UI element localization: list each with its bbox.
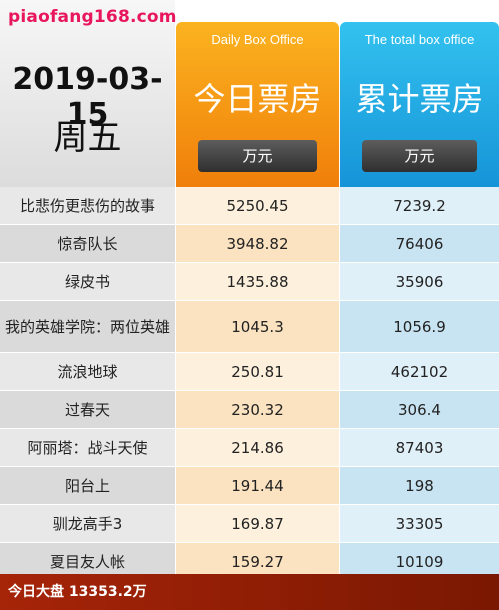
- table-row: 我的英雄学院：两位英雄 1045.3 1056.9: [0, 301, 499, 352]
- movie-name: 过春天: [0, 391, 175, 428]
- weekday: 周五: [53, 118, 122, 158]
- total-unit-button: 万元: [362, 140, 477, 172]
- movie-name: 流浪地球: [0, 353, 175, 390]
- total-box-office: 1056.9: [340, 301, 499, 352]
- total-box-office: 198: [340, 467, 499, 504]
- table-row: 过春天 230.32 306.4: [0, 391, 499, 428]
- daily-box-office: 191.44: [176, 467, 339, 504]
- daily-box-office: 159.27: [176, 543, 339, 580]
- row-divider: [0, 262, 499, 263]
- daily-box-office: 1045.3: [176, 301, 339, 352]
- daily-box-office-header: Daily Box Office 今日票房 万元: [176, 22, 339, 187]
- date: 2019-03-15: [12, 62, 163, 132]
- row-divider: [0, 466, 499, 467]
- daily-box-office: 5250.45: [176, 187, 339, 224]
- total-box-office: 10109: [340, 543, 499, 580]
- total-box-office: 35906: [340, 263, 499, 300]
- daily-header-cn: 今日票房: [193, 80, 322, 118]
- table-row: 阳台上 191.44 198: [0, 467, 499, 504]
- total-box-office: 33305: [340, 505, 499, 542]
- daily-unit-button: 万元: [198, 140, 317, 172]
- movie-name: 夏目友人帐: [0, 543, 175, 580]
- total-box-office: 462102: [340, 353, 499, 390]
- total-box-office: 76406: [340, 225, 499, 262]
- total-box-office: 87403: [340, 429, 499, 466]
- movie-name: 阳台上: [0, 467, 175, 504]
- daily-box-office: 214.86: [176, 429, 339, 466]
- total-box-office-header: The total box office 累计票房 万元: [340, 22, 499, 187]
- footer-bar: 今日大盘 13353.2万: [0, 574, 499, 610]
- row-divider: [0, 352, 499, 353]
- daily-box-office: 169.87: [176, 505, 339, 542]
- table-row: 惊奇队长 3948.82 76406: [0, 225, 499, 262]
- total-header-cn: 累计票房: [355, 80, 484, 118]
- daily-box-office: 250.81: [176, 353, 339, 390]
- table-row: 流浪地球 250.81 462102: [0, 353, 499, 390]
- date-panel: piaofang168.com 2019-03-15 周五: [0, 0, 177, 187]
- table-row: 绿皮书 1435.88 35906: [0, 263, 499, 300]
- total-market: 今日大盘 13353.2万: [8, 584, 147, 600]
- row-divider: [0, 542, 499, 543]
- header: piaofang168.com 2019-03-15 周五 Daily Box …: [0, 0, 499, 187]
- row-divider: [0, 300, 499, 301]
- row-divider: [0, 504, 499, 505]
- movie-name: 驯龙高手3: [0, 505, 175, 542]
- row-divider: [0, 224, 499, 225]
- daily-header-en: Daily Box Office: [211, 32, 304, 47]
- row-divider: [0, 428, 499, 429]
- movie-name: 我的英雄学院：两位英雄: [0, 301, 175, 352]
- table-row: 阿丽塔：战斗天使 214.86 87403: [0, 429, 499, 466]
- table-row: 夏目友人帐 159.27 10109: [0, 543, 499, 580]
- daily-box-office: 3948.82: [176, 225, 339, 262]
- table-row: 比悲伤更悲伤的故事 5250.45 7239.2: [0, 187, 499, 224]
- total-box-office: 306.4: [340, 391, 499, 428]
- daily-box-office: 1435.88: [176, 263, 339, 300]
- total-box-office: 7239.2: [340, 187, 499, 224]
- total-header-en: The total box office: [364, 32, 475, 47]
- movie-name: 阿丽塔：战斗天使: [0, 429, 175, 466]
- row-divider: [0, 390, 499, 391]
- movie-name: 惊奇队长: [0, 225, 175, 262]
- site-name: piaofang168.com: [8, 7, 177, 27]
- movie-name: 绿皮书: [0, 263, 175, 300]
- table-row: 驯龙高手3 169.87 33305: [0, 505, 499, 542]
- movie-name: 比悲伤更悲伤的故事: [0, 187, 175, 224]
- daily-box-office: 230.32: [176, 391, 339, 428]
